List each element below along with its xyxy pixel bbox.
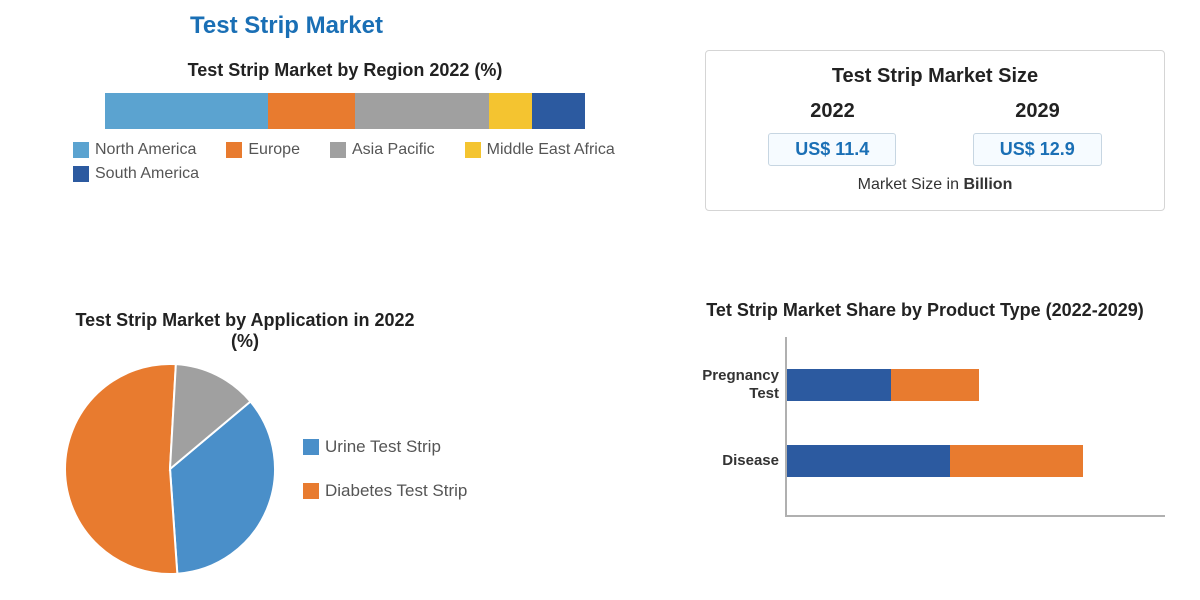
market-size-title: Test Strip Market Size [730, 65, 1140, 88]
region-chart-panel: Test Strip Market by Region 2022 (%) Nor… [65, 60, 625, 183]
pie-chart-title: Test Strip Market by Application in 2022… [65, 310, 425, 352]
legend-label: Diabetes Test Strip [325, 481, 467, 501]
legend-item: Asia Pacific [330, 141, 435, 159]
market-size-panel: Test Strip Market Size 2022 2029 US$ 11.… [705, 50, 1165, 211]
legend-swatch [73, 166, 89, 182]
market-size-subtitle: Market Size in Billion [730, 176, 1140, 194]
hbar-row: Pregnancy Test [787, 347, 1165, 423]
pie-slice [65, 364, 177, 574]
legend-swatch [226, 142, 242, 158]
region-legend: North America Europe Asia Pacific Middle Ea… [65, 141, 625, 183]
region-segment [105, 93, 268, 129]
subtitle-prefix: Market Size in [858, 176, 964, 193]
legend-label: Europe [248, 141, 300, 159]
legend-item: Europe [226, 141, 300, 159]
product-chart-panel: Tet Strip Market Share by Product Type (… [685, 300, 1165, 517]
legend-label: South America [95, 165, 199, 183]
legend-label: Urine Test Strip [325, 437, 441, 457]
hbar-segment [787, 445, 950, 477]
legend-swatch [303, 483, 319, 499]
legend-label: North America [95, 141, 196, 159]
product-chart-title: Tet Strip Market Share by Product Type (… [685, 300, 1165, 321]
year-2022: 2022 [810, 100, 855, 123]
market-size-years: 2022 2029 [730, 100, 1140, 123]
region-stacked-bar [105, 93, 585, 129]
legend-label: Middle East Africa [487, 141, 615, 159]
legend-item: South America [73, 165, 199, 183]
legend-item: North America [73, 141, 196, 159]
legend-item: Middle East Africa [465, 141, 615, 159]
region-segment [489, 93, 532, 129]
region-segment [355, 93, 489, 129]
pie-legend: Urine Test Strip Diabetes Test Strip [303, 437, 467, 501]
hbar-label: Disease [679, 452, 779, 470]
legend-item: Diabetes Test Strip [303, 481, 467, 501]
legend-swatch [330, 142, 346, 158]
hbar-segment [950, 445, 1083, 477]
legend-item: Urine Test Strip [303, 437, 467, 457]
value-2029: US$ 12.9 [973, 133, 1102, 166]
legend-label: Asia Pacific [352, 141, 435, 159]
region-segment [532, 93, 585, 129]
page-title: Test Strip Market [190, 12, 383, 40]
hbar-segment [787, 369, 891, 401]
hbar-label: Pregnancy Test [679, 367, 779, 403]
hbar-stack [787, 369, 979, 401]
pie-chart-panel: Test Strip Market by Application in 2022… [65, 310, 605, 574]
market-size-values: US$ 11.4 US$ 12.9 [730, 133, 1140, 166]
product-hbar-chart: Pregnancy TestDisease [785, 337, 1165, 517]
legend-swatch [73, 142, 89, 158]
hbar-row: Disease [787, 423, 1165, 499]
legend-swatch [303, 439, 319, 455]
value-2022: US$ 11.4 [768, 133, 896, 166]
year-2029: 2029 [1015, 100, 1060, 123]
region-chart-title: Test Strip Market by Region 2022 (%) [65, 60, 625, 81]
region-segment [268, 93, 354, 129]
legend-swatch [465, 142, 481, 158]
pie-chart [65, 364, 275, 574]
subtitle-bold: Billion [963, 176, 1012, 193]
hbar-stack [787, 445, 1083, 477]
hbar-segment [891, 369, 980, 401]
